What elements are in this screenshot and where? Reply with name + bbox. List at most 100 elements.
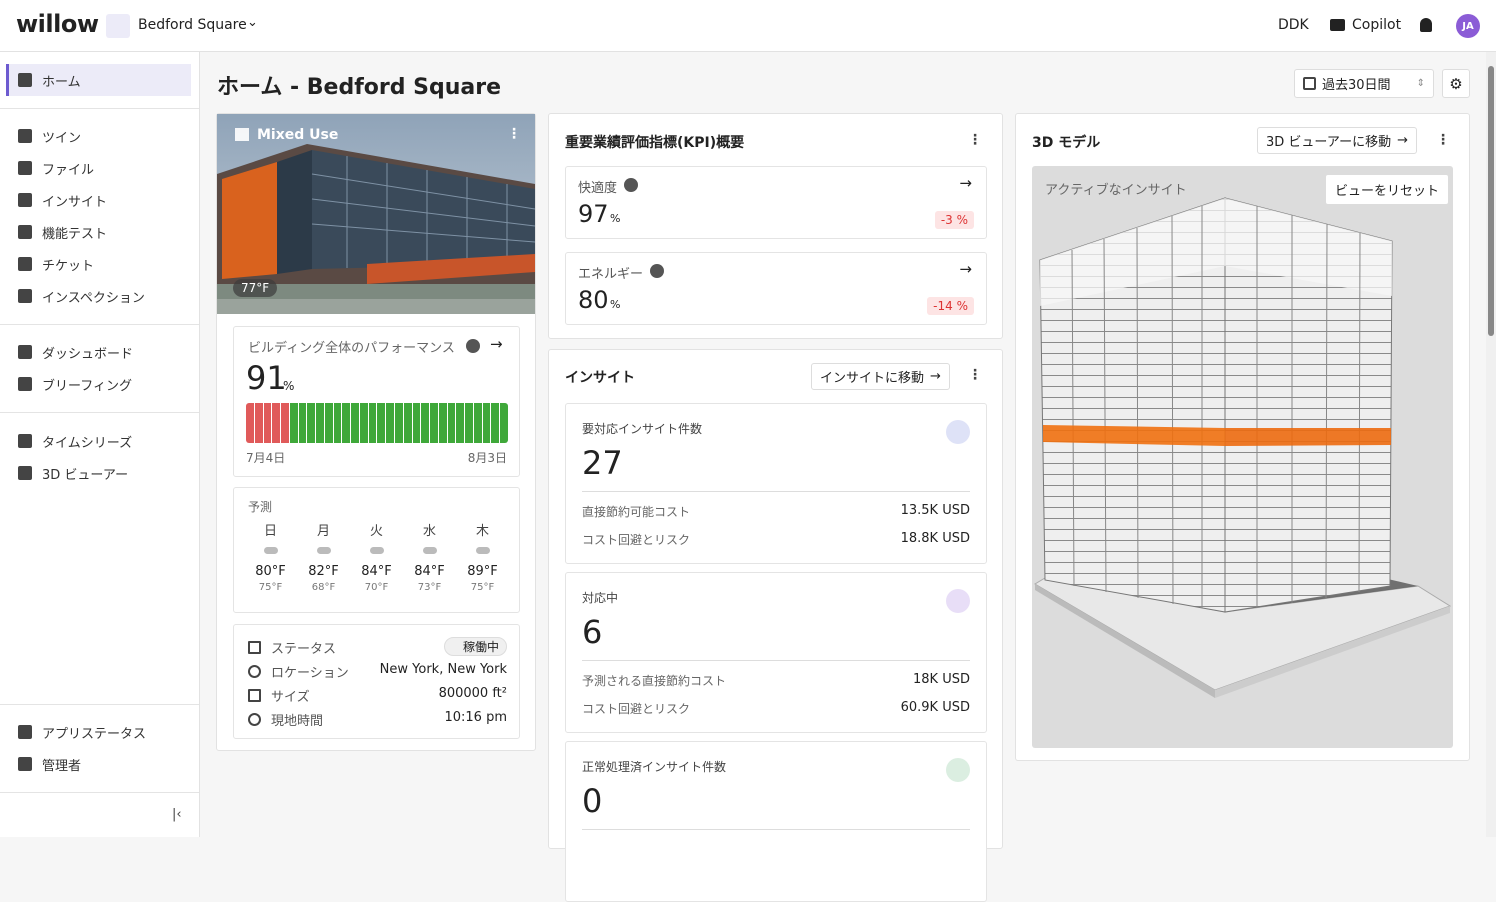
end-date: 8月3日 — [467, 451, 507, 465]
info-label: ステータス — [271, 642, 337, 657]
viewer[interactable]: アクティブなインサイト ビューをリセット — [1032, 166, 1453, 748]
nav-item[interactable]: タイムシリーズ — [6, 425, 191, 457]
arrow: → — [930, 369, 941, 384]
day-bar — [500, 403, 508, 443]
kpi-card: 重要業績評価指標(KPI)概要 ⋮ 快適度 → 97% -3 % エネルギー → 80% -1… — [548, 113, 1003, 339]
day-bar — [465, 403, 473, 443]
performance-bars — [246, 403, 508, 443]
building-photo — [217, 114, 535, 314]
menu[interactable]: ⋮ — [507, 126, 521, 142]
nav-item[interactable]: ダッシュボード — [6, 336, 191, 368]
reset-view[interactable]: ビューをリセット — [1326, 175, 1449, 204]
nav-item[interactable]: インスペクション — [6, 280, 191, 312]
insight-section[interactable]: 要対応インサイト件数 27 直接節約可能コスト 13.5K USD コスト回避とリスク 1… — [565, 403, 987, 564]
row-label: 予測される直接節約コスト — [582, 674, 727, 688]
copilot[interactable]: Copilot — [1352, 17, 1402, 33]
viewer-button[interactable]: 3D ビューアーに移動 → — [1257, 127, 1418, 154]
insights-button[interactable]: インサイトに移動 → — [811, 363, 950, 390]
overlay-label: アクティブなインサイト — [1045, 183, 1187, 198]
low: 68°F — [311, 582, 336, 593]
nav-label: インサイト — [42, 194, 108, 210]
kpi-label: 快適度 — [578, 181, 618, 196]
kpi-label: エネルギー — [578, 267, 644, 282]
nav-item[interactable]: 機能テスト — [6, 216, 191, 248]
day-bar — [386, 403, 395, 443]
nav-item[interactable]: チケット — [6, 248, 191, 280]
date-range-label: 過去30日間 — [1322, 78, 1391, 93]
collapse[interactable]: |‹ — [172, 807, 182, 822]
nav-item[interactable]: ブリーフィング — [6, 368, 191, 400]
kpi-change: -3 % — [934, 211, 974, 229]
kpi-change: -14 % — [927, 297, 974, 315]
nav-icon — [18, 434, 32, 448]
forecast-title: 予測 — [248, 500, 273, 514]
menu[interactable]: ⋮ — [968, 132, 982, 148]
info-label: ロケーション — [271, 666, 349, 681]
day-bar — [351, 403, 359, 443]
nav-icon — [18, 161, 32, 175]
nav-item[interactable]: 管理者 — [6, 748, 191, 780]
info-icon — [248, 689, 261, 702]
nav-item[interactable]: ファイル — [6, 152, 191, 184]
nav-item[interactable]: ホーム — [6, 64, 191, 96]
menu[interactable]: ⋮ — [1436, 132, 1450, 148]
nav-item[interactable]: インサイト — [6, 184, 191, 216]
menu[interactable]: ⋮ — [968, 367, 982, 383]
nav-item[interactable]: アプリステータス — [6, 716, 191, 748]
nav-label: インスペクション — [42, 290, 145, 306]
day-bar — [403, 403, 412, 443]
chevron[interactable]: ⌄ — [247, 15, 258, 30]
insight-section[interactable]: 正常処理済インサイト件数 0 — [565, 741, 987, 902]
kpi-item[interactable]: エネルギー → 80% -14 % — [565, 252, 987, 325]
settings[interactable]: ⚙ — [1442, 69, 1470, 98]
nav-item[interactable]: ツイン — [6, 120, 191, 152]
user-code[interactable]: DDK — [1278, 17, 1309, 33]
date-range[interactable]: 過去30日間 ⇕ — [1294, 69, 1434, 98]
performance-title: ビルディング全体のパフォーマンス — [248, 341, 455, 356]
nav-item[interactable]: 3D ビューアー — [6, 457, 191, 489]
tag-icon — [235, 128, 249, 141]
day-bar — [430, 403, 438, 443]
day-bar — [246, 403, 254, 443]
kpi-title: 重要業績評価指標(KPI)概要 — [565, 135, 745, 151]
row-value: 13.5K USD — [900, 503, 970, 518]
divider — [0, 704, 199, 705]
info-value: New York, New York — [379, 662, 507, 677]
section-icon — [946, 420, 970, 444]
nav-icon — [18, 757, 32, 771]
rule — [582, 829, 970, 830]
forecast-day: 火 84°F 70°F — [350, 520, 403, 593]
divider — [0, 412, 199, 413]
day: 火 — [369, 524, 383, 539]
day-bar — [333, 403, 342, 443]
building-tag: Mixed Use — [257, 127, 339, 143]
info-label: 現地時間 — [271, 714, 324, 729]
logo[interactable]: willow — [16, 10, 99, 38]
nav-icon — [18, 377, 32, 391]
kpi-item[interactable]: 快適度 → 97% -3 % — [565, 166, 987, 239]
start-date: 7月4日 — [246, 451, 286, 465]
insights-button-label: インサイトに移動 — [820, 371, 925, 386]
performance-unit: % — [283, 379, 295, 393]
info-box: ステータス 稼働中 ロケーション New York, New York サイズ 80000… — [233, 624, 520, 739]
arrow[interactable]: → — [959, 260, 972, 278]
arrow[interactable]: → — [490, 335, 503, 353]
high: 80°F — [255, 564, 286, 579]
arrow[interactable]: → — [959, 174, 972, 192]
nav-label: 管理者 — [42, 758, 82, 774]
insights-card: インサイト インサイトに移動 → ⋮ 要対応インサイト件数 27 直接節約可能コスト 1… — [548, 349, 1003, 902]
nav-label: 機能テスト — [42, 226, 108, 242]
day-bar — [307, 403, 316, 443]
day-bar — [473, 403, 482, 443]
insight-section[interactable]: 対応中 6 予測される直接節約コスト 18K USD コスト回避とリスク 60.9K US… — [565, 572, 987, 733]
bell[interactable] — [1420, 18, 1432, 32]
section-icon — [946, 758, 970, 782]
avatar[interactable]: JA — [1456, 14, 1480, 38]
site-selector[interactable]: Bedford Square — [138, 17, 247, 33]
info-icon[interactable] — [466, 339, 480, 353]
day-bar — [421, 403, 430, 443]
nav-icon — [18, 193, 32, 207]
page-title: ホーム - Bedford Square — [217, 75, 502, 100]
weather-icon — [369, 547, 384, 554]
scroll-thumb[interactable] — [1488, 66, 1494, 336]
